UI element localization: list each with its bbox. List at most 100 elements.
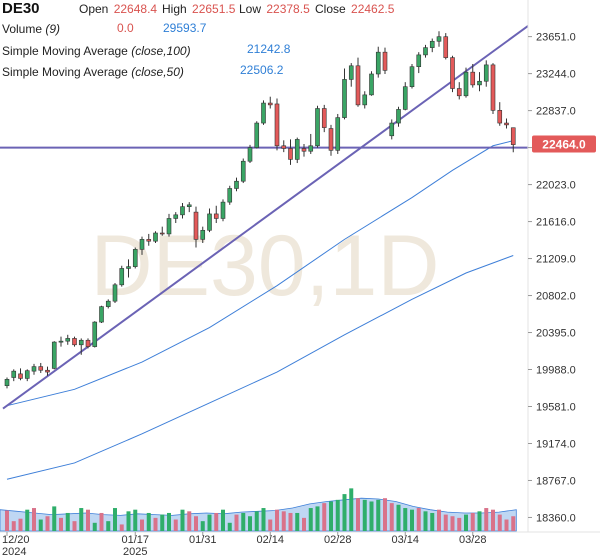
volume-bar — [59, 517, 63, 531]
candle-body — [436, 36, 442, 42]
volume-bar — [261, 508, 266, 531]
volume-bar — [194, 516, 198, 531]
price-tick-label: 22837.0 — [536, 106, 576, 118]
volume-bar — [470, 512, 475, 531]
low-label: Low — [239, 2, 262, 16]
current-price-tag: 22464.0 — [532, 135, 596, 153]
candle-body — [132, 249, 138, 267]
candle-body — [294, 139, 300, 160]
candle-body — [247, 147, 253, 162]
low-readout: Low 22378.5 — [239, 2, 310, 16]
volume-bar — [146, 512, 151, 531]
candle-body — [45, 369, 50, 373]
moving-averages — [6, 140, 514, 480]
close-value: 22462.5 — [351, 2, 395, 16]
candle-body — [220, 201, 226, 219]
volume-bar — [423, 511, 428, 531]
volume-bar — [106, 521, 111, 531]
candle-body — [342, 79, 347, 118]
price-tag-value: 22464.0 — [542, 137, 586, 151]
price-tick-label: 18767.0 — [536, 475, 576, 487]
candle-body — [321, 108, 327, 128]
candle-body — [72, 338, 77, 346]
volume-bar — [275, 509, 279, 531]
candle-body — [288, 148, 293, 160]
candle-body — [159, 232, 165, 235]
volume-bar — [268, 519, 273, 531]
volume-bar — [5, 510, 9, 531]
sma50-legend[interactable]: Simple Moving Average (close,50) — [2, 65, 184, 79]
volume-bar — [153, 517, 158, 531]
volume-bar — [389, 503, 394, 531]
time-tick-year-label: 2025 — [123, 546, 147, 558]
volume-legend[interactable]: Volume (9) — [2, 22, 60, 36]
volume-bar — [92, 522, 97, 531]
volume-bar — [207, 514, 212, 531]
candle-body — [85, 339, 91, 347]
open-value: 22648.4 — [113, 2, 158, 16]
volume-bar — [403, 508, 408, 531]
volume-bar — [167, 512, 171, 531]
candle-body — [99, 306, 104, 323]
high-readout: High 22651.5 — [162, 2, 235, 16]
volume-value: 0.0 — [117, 21, 134, 35]
time-tick-label: 03/14 — [391, 534, 419, 546]
candle-body — [267, 102, 273, 106]
price-tick-label: 19174.0 — [536, 438, 576, 450]
volume-bar — [86, 509, 90, 531]
candle-body — [423, 47, 428, 56]
sma100-legend[interactable]: Simple Moving Average (close,100) — [2, 44, 191, 58]
close-label: Close — [315, 2, 346, 16]
volume-bar — [11, 521, 16, 531]
volume-bar — [32, 508, 36, 531]
volume-bar — [241, 512, 246, 531]
candle-body — [254, 122, 260, 148]
candle-body — [510, 127, 516, 145]
sma50-param: (close,50) — [131, 65, 184, 79]
volume-bar — [450, 516, 455, 531]
volume-bar — [234, 514, 239, 531]
candle-body — [78, 339, 84, 346]
candle-body — [92, 321, 98, 347]
candle-body — [382, 51, 388, 71]
volume-bar — [214, 512, 219, 531]
price-tick-label: 23651.0 — [536, 32, 576, 44]
volume-bar — [497, 514, 502, 531]
symbol-name[interactable]: DE30 — [2, 0, 40, 17]
candle-body — [315, 108, 320, 147]
volume-bar — [376, 499, 381, 531]
trendlines[interactable] — [0, 25, 529, 410]
candle-body — [335, 117, 341, 151]
volume-bar — [362, 499, 367, 531]
close-readout: Close 22462.5 — [315, 2, 394, 16]
candle-body — [173, 214, 179, 219]
candle-body — [153, 232, 158, 242]
volume-param: (9) — [45, 22, 61, 36]
ohlc-header: DE30 — [2, 0, 40, 17]
candle-body — [389, 122, 395, 137]
volume-bar — [477, 511, 482, 531]
time-tick-label: 02/28 — [324, 534, 352, 546]
volume-bar — [383, 498, 387, 531]
volume-bar — [25, 509, 30, 531]
candle-body — [139, 239, 145, 250]
sma100-label: Simple Moving Average — [2, 44, 128, 58]
candle-body — [193, 211, 199, 240]
candle-body — [51, 341, 57, 369]
high-label: High — [162, 2, 187, 16]
volume-bar — [322, 503, 327, 531]
price-axis[interactable]: 18360.0 18767.0 19174.0 19581.0 19988.0 20395… — [528, 32, 576, 525]
volume-ma-value: 29593.7 — [163, 21, 207, 35]
candle-body — [301, 148, 307, 152]
volume-bar — [511, 516, 516, 531]
volume-bar — [329, 501, 333, 531]
candle-body — [463, 71, 469, 97]
price-tick-label: 19988.0 — [536, 365, 576, 377]
volume-bar — [295, 512, 300, 531]
volume-label: Volume — [2, 22, 43, 36]
volume-bar — [315, 506, 320, 531]
candle-body — [207, 213, 212, 231]
candle-body — [105, 300, 111, 307]
candle-body — [240, 160, 246, 182]
